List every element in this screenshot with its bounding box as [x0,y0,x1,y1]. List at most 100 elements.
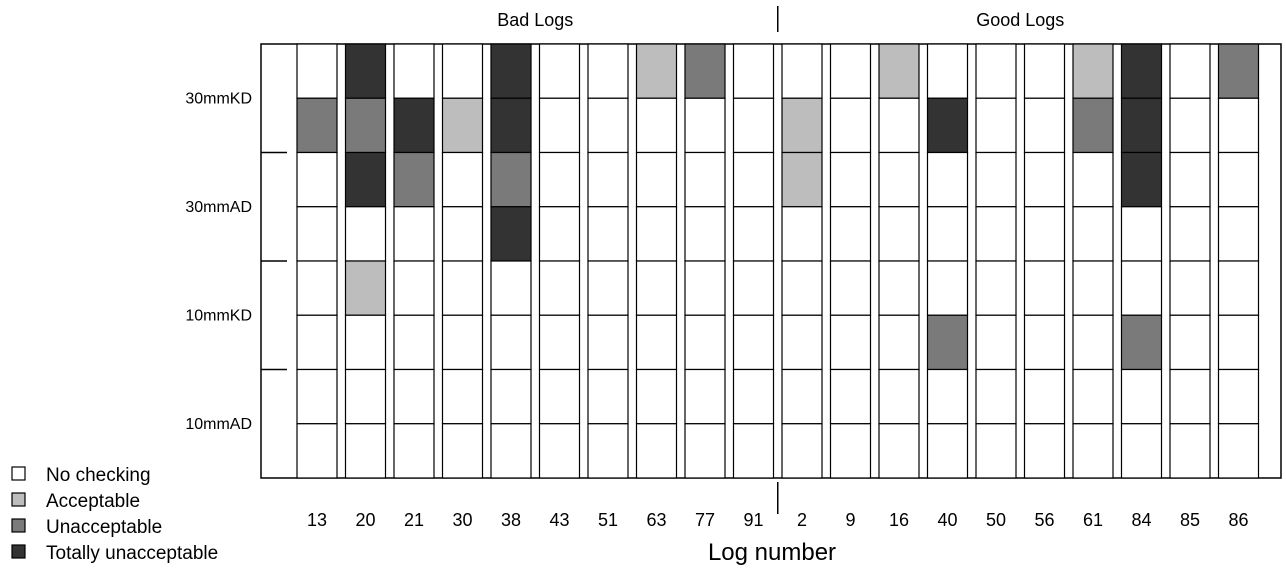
cell [1120,43,1163,99]
cell [296,43,338,99]
cell [587,423,629,479]
cell [781,314,823,371]
cell [587,206,629,262]
cell [1169,43,1211,99]
cell [1217,368,1260,425]
cell [1023,206,1066,262]
cell [1120,314,1163,371]
cell [732,368,775,425]
cell [1169,423,1211,479]
x-tick-label: 30 [452,510,472,530]
cell [635,368,678,425]
x-tick-label: 20 [355,510,375,530]
cell [587,368,629,425]
cell [878,43,920,99]
cell [587,151,629,208]
cell [732,260,775,316]
cell [441,43,484,99]
cell [635,97,678,154]
cell [1169,368,1211,425]
legend-label: Totally unacceptable [46,543,218,564]
row-group-label: 30mmKD [185,90,252,107]
cell [296,97,338,154]
cell [926,151,969,208]
cell [344,97,387,154]
x-tick-label: 63 [646,510,666,530]
legend-swatch [11,544,26,559]
cell [441,206,484,262]
cell [684,206,726,262]
row-group-label: 30mmAD [185,199,252,216]
cell [1217,43,1260,99]
cell [393,368,435,425]
cell [635,314,678,371]
cell [490,151,532,208]
row-group-label: 10mmKD [185,307,252,324]
cell [781,423,823,479]
cell [732,423,775,479]
cell [1023,260,1066,316]
cell [684,423,726,479]
cell [732,206,775,262]
cell [975,43,1017,99]
legend-swatch [11,492,26,507]
cell [975,97,1017,154]
legend-label: No checking [46,465,151,486]
cell-grid [296,43,1260,479]
group-label: Bad Logs [497,10,573,30]
cell [1023,43,1066,99]
cell [975,314,1017,371]
cell [926,43,969,99]
cell [829,97,872,154]
cell [538,368,581,425]
cell [684,368,726,425]
cell [490,314,532,371]
cell [829,368,872,425]
cell [344,314,387,371]
cell [781,43,823,99]
cell [781,97,823,154]
cell [781,260,823,316]
cell [296,260,338,316]
cell [732,97,775,154]
cell [975,206,1017,262]
cell [587,43,629,99]
x-tick-label: 77 [695,510,715,530]
cell [441,260,484,316]
cell [344,260,387,316]
cell [490,43,532,99]
x-tick-label: 61 [1083,510,1103,530]
cell [926,97,969,154]
cell [1169,260,1211,316]
cell [1072,260,1114,316]
x-tick-label: 56 [1034,510,1054,530]
cell [1072,97,1114,154]
row-labels: 30mmKD 30mmAD 10mmKD 10mmAD [185,90,252,433]
cell [538,314,581,371]
cell [490,206,532,262]
group-labels: Bad Logs Good Logs [497,6,1064,514]
cell [684,43,726,99]
cell [1169,314,1211,371]
cell [1120,206,1163,262]
x-tick-label: 16 [889,510,909,530]
cell [878,314,920,371]
cell [1217,260,1260,316]
cell [393,314,435,371]
cell [684,260,726,316]
cell [587,260,629,316]
x-tick-label: 2 [797,510,807,530]
cell [1169,97,1211,154]
cell [538,423,581,479]
x-axis-label: Log number [708,539,836,566]
group-label: Good Logs [976,10,1064,30]
cell [926,206,969,262]
cell [1072,314,1114,371]
cell [441,314,484,371]
cell [926,314,969,371]
cell [926,423,969,479]
x-tick-label: 86 [1228,510,1248,530]
cell [296,151,338,208]
cell [1072,206,1114,262]
